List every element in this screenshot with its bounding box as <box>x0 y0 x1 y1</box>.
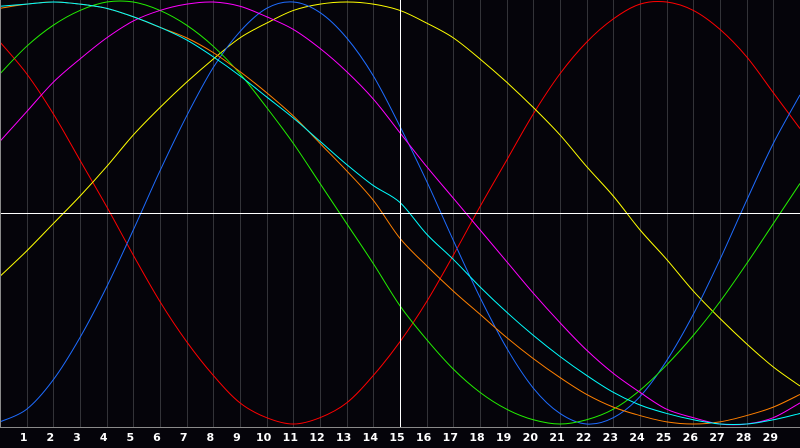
x-tick-label: 6 <box>153 431 161 444</box>
x-tick-label: 7 <box>180 431 188 444</box>
x-tick-label: 12 <box>309 431 324 444</box>
x-tick-label: 27 <box>709 431 724 444</box>
x-tick-labels: 1 2 3 4 5 6 7 8 9 10 11 12 13 14 15 16 17 18 19 20 21 22 23 24 2… <box>20 431 778 444</box>
x-tick-label: 9 <box>233 431 241 444</box>
x-tick-label: 14 <box>363 431 379 444</box>
x-tick-label: 4 <box>100 431 108 444</box>
x-tick-label: 1 <box>20 431 28 444</box>
x-tick-label: 18 <box>469 431 484 444</box>
x-tick-label: 8 <box>207 431 215 444</box>
x-tick-label: 15 <box>389 431 404 444</box>
x-tick-label: 11 <box>283 431 298 444</box>
x-tick-label: 25 <box>656 431 671 444</box>
x-tick-label: 2 <box>47 431 55 444</box>
x-tick-label: 20 <box>523 431 539 444</box>
x-tick-label: 28 <box>736 431 751 444</box>
x-tick-label: 5 <box>127 431 135 444</box>
x-tick-label: 23 <box>603 431 618 444</box>
x-tick-label: 19 <box>496 431 511 444</box>
x-tick-label: 17 <box>443 431 458 444</box>
x-tick-label: 22 <box>576 431 591 444</box>
x-tick-label: 10 <box>256 431 272 444</box>
x-tick-label: 26 <box>683 431 699 444</box>
x-tick-label: 3 <box>73 431 81 444</box>
x-tick-label: 13 <box>336 431 351 444</box>
x-tick-label: 29 <box>763 431 778 444</box>
x-tick-label: 21 <box>549 431 564 444</box>
x-tick-label: 16 <box>416 431 432 444</box>
x-tick-label: 24 <box>629 431 645 444</box>
crosshair[interactable] <box>0 0 800 427</box>
